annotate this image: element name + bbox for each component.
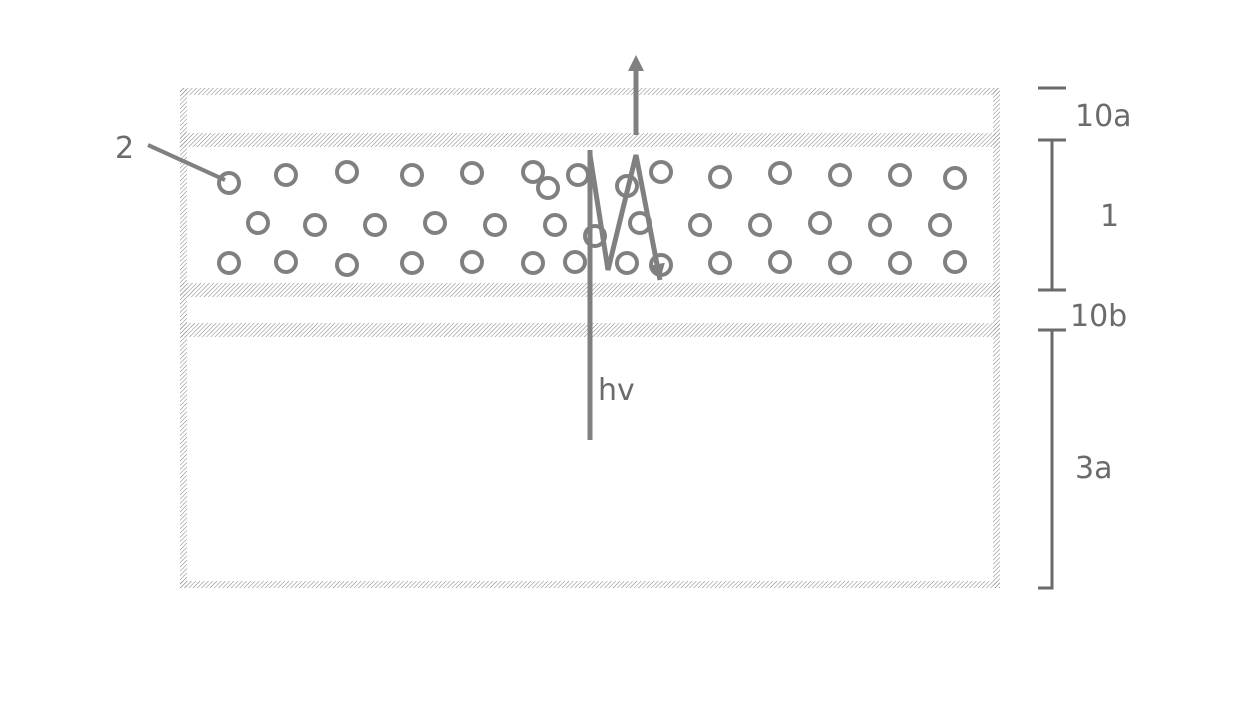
particle	[538, 178, 558, 198]
bracket-1	[1038, 140, 1052, 290]
particle	[930, 215, 950, 235]
particle	[545, 215, 565, 235]
label-10b: 10b	[1070, 299, 1127, 334]
particle	[219, 253, 239, 273]
particle	[651, 162, 671, 182]
particle	[830, 253, 850, 273]
particle	[870, 215, 890, 235]
particle	[462, 252, 482, 272]
label-10a: 10a	[1075, 99, 1132, 134]
particle	[337, 162, 357, 182]
particle	[276, 165, 296, 185]
label-hv: hv	[598, 373, 635, 408]
label-1: 1	[1100, 199, 1119, 234]
particle	[337, 255, 357, 275]
particle	[770, 163, 790, 183]
particle	[523, 253, 543, 273]
particle	[305, 215, 325, 235]
particle	[710, 253, 730, 273]
particle	[425, 213, 445, 233]
particle	[945, 168, 965, 188]
particle	[485, 215, 505, 235]
particle	[750, 215, 770, 235]
particle	[945, 252, 965, 272]
particle	[890, 253, 910, 273]
particle	[219, 173, 239, 193]
thin-marker-10b	[1038, 290, 1066, 330]
particle	[617, 253, 637, 273]
particle	[690, 215, 710, 235]
particle	[810, 213, 830, 233]
particle	[770, 252, 790, 272]
diagram-svg: 2 10a 1 10b 3a hv	[0, 0, 1240, 710]
particle	[565, 252, 585, 272]
particle	[402, 165, 422, 185]
label-3a: 3a	[1075, 451, 1112, 486]
particle	[568, 165, 588, 185]
particle	[402, 253, 422, 273]
thin-marker-10a	[1038, 88, 1066, 140]
layer-10a	[180, 88, 1000, 140]
particle	[830, 165, 850, 185]
label-2: 2	[115, 131, 134, 166]
particle	[523, 162, 543, 182]
particle	[710, 167, 730, 187]
particle	[365, 215, 385, 235]
particle	[248, 213, 268, 233]
particle	[890, 165, 910, 185]
particle	[462, 163, 482, 183]
particle	[276, 252, 296, 272]
bracket-3a	[1038, 330, 1052, 588]
